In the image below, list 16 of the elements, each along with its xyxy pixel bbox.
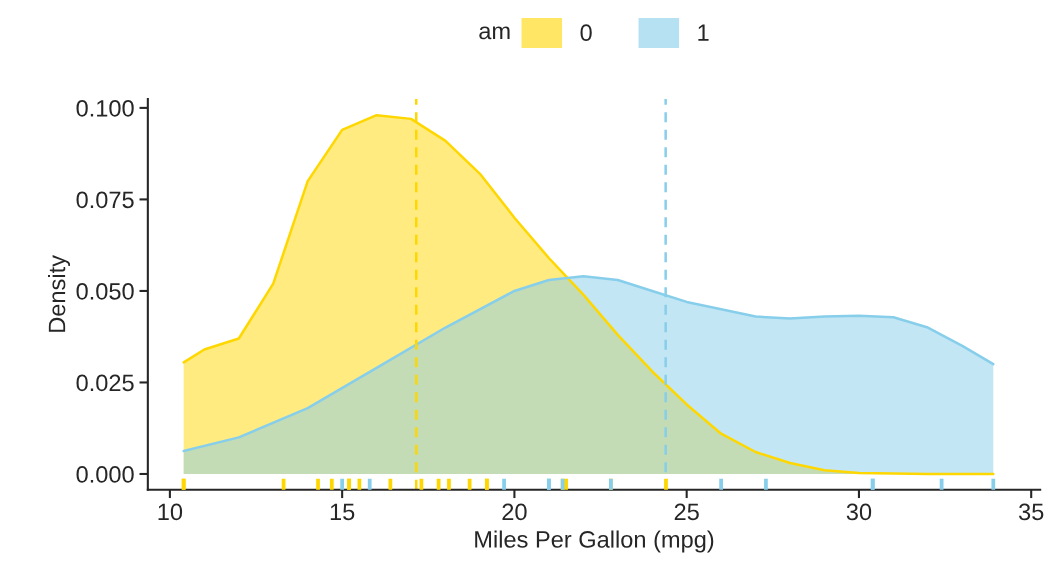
legend-title: am (479, 26, 510, 40)
y-tick-label: 0.025 (76, 374, 134, 392)
x-tick-label: 15 (330, 503, 355, 521)
y-axis-title: Density (48, 255, 71, 332)
y-tick-label: 0.050 (76, 283, 134, 300)
legend-label: 0 (580, 24, 592, 42)
y-tick-label: 0.100 (76, 99, 134, 117)
x-tick-label: 25 (674, 503, 699, 521)
x-tick-label: 35 (1018, 503, 1044, 521)
x-axis-title: Miles Per Gallon (mpg) (475, 530, 714, 553)
legend-label: 1 (698, 24, 709, 41)
x-tick-label: 20 (502, 503, 527, 521)
y-tick-label: 0.075 (76, 191, 134, 209)
x-tick-label: 30 (846, 503, 872, 521)
y-tick-label: 0.000 (76, 466, 134, 483)
x-tick-label: 10 (158, 503, 183, 521)
